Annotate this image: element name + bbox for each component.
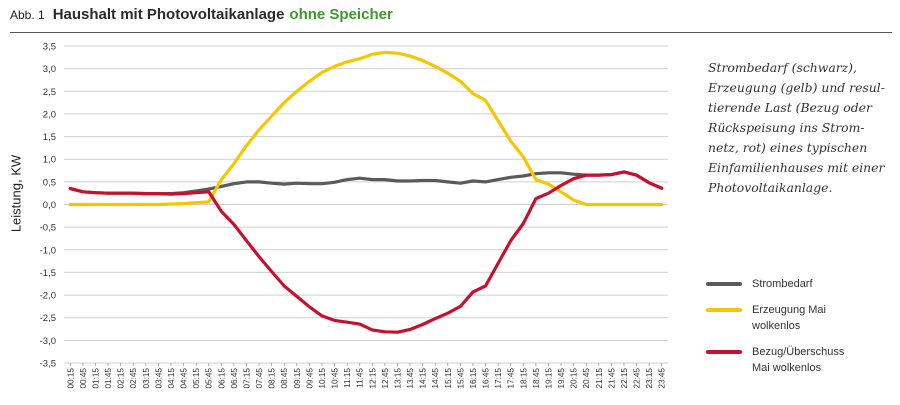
x-tick-label: 08:45 (280, 368, 289, 389)
y-tick-label: 0,5 (43, 177, 56, 188)
figure-caption: Strombedarf (schwarz), Erzeugung (gelb) … (708, 58, 893, 198)
x-tick-label: 21:15 (595, 368, 604, 389)
x-tick-label: 12:15 (368, 368, 377, 389)
y-tick-label: 2,5 (43, 87, 56, 98)
y-tick-label: -2,0 (40, 291, 56, 302)
x-tick-label: 03:15 (142, 368, 151, 389)
y-tick-label: -1,0 (40, 245, 56, 256)
y-tick-label: 1,5 (43, 132, 56, 143)
caption-line: tierende Last (Bezug oder (708, 100, 872, 115)
x-tick-label: 05:45 (205, 368, 214, 389)
x-tick-label: 15:15 (444, 368, 453, 389)
legend-label: Strombedarf (752, 276, 813, 292)
legend-label-line: Strombedarf (752, 278, 813, 290)
x-tick-label: 23:45 (658, 368, 667, 389)
y-tick-label: -3,5 (40, 359, 56, 370)
x-tick-label: 11:45 (356, 368, 365, 388)
x-tick-label: 02:15 (117, 368, 126, 389)
legend-label-line: Erzeugung Mai (752, 304, 826, 316)
x-tick-label: 12:45 (381, 368, 390, 389)
x-tick-label: 01:45 (104, 368, 113, 389)
x-tick-label: 08:15 (268, 368, 277, 389)
legend-swatch-demand (706, 282, 742, 286)
y-tick-label: 2,0 (43, 109, 56, 120)
x-tick-label: 11:15 (343, 368, 352, 388)
x-tick-label: 04:15 (167, 368, 176, 389)
x-tick-label: 04:45 (180, 368, 189, 389)
x-tick-label: 13:15 (393, 368, 402, 389)
x-tick-label: 00:15 (66, 368, 75, 389)
legend-item-generation: Erzeugung Mai wolkenlos (706, 302, 826, 334)
x-tick-label: 21:45 (607, 368, 616, 389)
x-tick-label: 22:45 (633, 368, 642, 389)
x-tick-label: 14:15 (419, 368, 428, 389)
x-tick-label: 06:45 (230, 368, 239, 389)
legend-label-line: Bezug/Überschuss (752, 346, 845, 358)
y-tick-label: 1,0 (43, 155, 56, 166)
caption-line: Strombedarf (schwarz), (708, 60, 857, 75)
series-lines (68, 50, 664, 334)
legend-item-net: Bezug/Überschuss Mai wolkenlos (706, 344, 844, 376)
x-tick-label: 16:15 (469, 368, 478, 389)
y-tick-label: 3,0 (43, 64, 56, 75)
x-tick-label: 02:45 (129, 368, 138, 389)
x-tick-label: 10:15 (318, 368, 327, 389)
x-tick-label: 22:15 (620, 368, 629, 389)
y-tick-labels: 3,5 3,0 2,5 2,0 1,5 1,0 0,5 0,0 -0,5 -1,0 -1,5 -2,0… (40, 42, 56, 370)
x-tick-label: 16:45 (482, 368, 491, 389)
x-tick-label: 19:15 (544, 368, 553, 389)
x-tick-label: 01:15 (91, 368, 100, 389)
y-tick-label: -2,5 (40, 313, 56, 324)
y-tick-label: -0,5 (40, 223, 56, 234)
caption-line: Rückspeisung ins Strom- (708, 120, 865, 135)
x-tick-label: 03:45 (154, 368, 163, 389)
x-tick-label: 07:45 (255, 368, 264, 389)
series-line-net (68, 170, 664, 334)
x-tick-label: 20:15 (570, 368, 579, 389)
y-tick-label: -1,5 (40, 268, 56, 279)
legend-item-demand: Strombedarf (706, 276, 813, 292)
x-tick-label: 18:45 (532, 368, 541, 389)
figure-number: Abb. 1 (10, 8, 45, 22)
x-tick-label: 17:15 (494, 368, 503, 389)
x-tick-label: 10:45 (331, 368, 340, 389)
caption-line: Einfamilienhauses mit einer (708, 160, 885, 175)
x-tick-label: 20:45 (582, 368, 591, 389)
figure-title-highlight: ohne Speicher (289, 6, 393, 23)
header-rule (10, 32, 892, 33)
legend-swatch-net (706, 350, 742, 354)
series-line-generation (68, 50, 664, 207)
caption-line: Photovoltaikanlage. (708, 180, 833, 195)
x-tick-label: 23:15 (645, 368, 654, 389)
x-tick-label: 19:45 (557, 368, 566, 389)
x-tick-label: 06:15 (217, 368, 226, 389)
x-tick-label: 15:45 (456, 368, 465, 389)
y-tick-label: 3,5 (43, 42, 56, 53)
line-chart: 3,5 3,0 2,5 2,0 1,5 1,0 0,5 0,0 -0,5 -1,0 -1,5 -2,0… (40, 42, 668, 389)
x-tick-label: 05:15 (192, 368, 201, 389)
x-tick-labels: 00:15 00:45 01:15 01:45 02:15 02:45 03:15 03:45… (66, 368, 666, 389)
caption-line: Erzeugung (gelb) und resul- (708, 80, 885, 95)
x-tick-label: 14:45 (431, 368, 440, 389)
legend-label-line: wolkenlos (752, 320, 801, 332)
x-tick-label: 00:45 (79, 368, 88, 389)
figure-title: Haushalt mit Photovoltaikanlage (52, 6, 285, 23)
x-tick-label: 17:45 (507, 368, 516, 389)
x-tick-label: 09:45 (305, 368, 314, 389)
x-tick-label: 18:15 (519, 368, 528, 389)
figure-header: Abb. 1 Haushalt mit Photovoltaikanlage o… (10, 6, 393, 30)
caption-line: netz, rot) eines typischen (708, 140, 868, 155)
legend-swatch-generation (706, 308, 742, 312)
y-tick-label: -3,0 (40, 336, 56, 347)
y-tick-label: 0,0 (43, 200, 56, 211)
x-tick-label: 07:15 (242, 368, 251, 389)
series-line-demand (68, 170, 664, 196)
legend-label-line: Mai wolkenlos (752, 362, 822, 374)
legend-label: Erzeugung Mai wolkenlos (752, 302, 826, 334)
legend-label: Bezug/Überschuss Mai wolkenlos (752, 344, 844, 376)
x-tick-label: 13:45 (406, 368, 415, 389)
x-tick-label: 09:15 (293, 368, 302, 389)
